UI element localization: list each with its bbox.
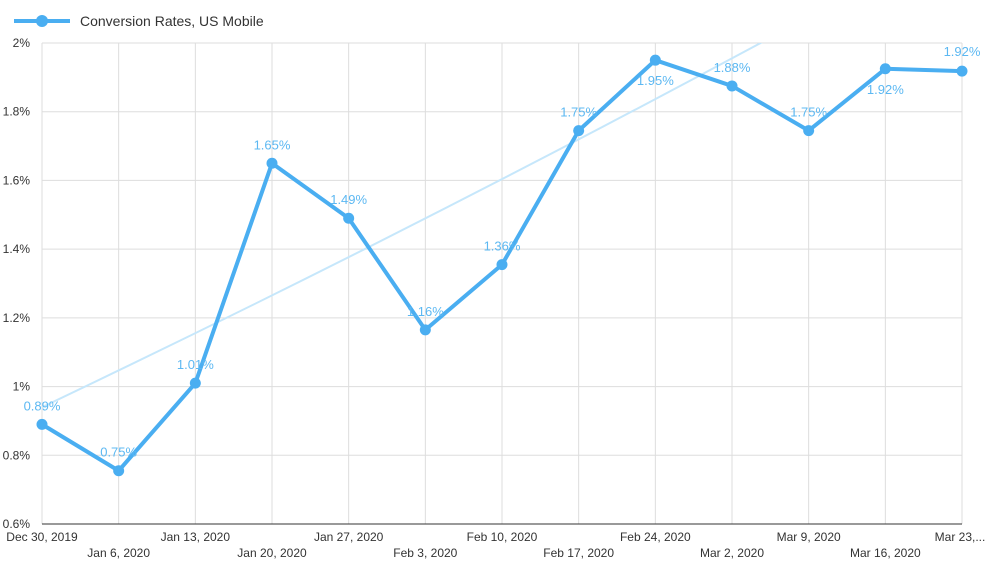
data-point <box>649 54 661 66</box>
data-label: 1.36% <box>484 239 521 254</box>
data-point <box>343 212 355 224</box>
y-tick-label: 0.6% <box>3 517 31 531</box>
data-point <box>113 465 125 477</box>
x-tick-label: Feb 10, 2020 <box>467 530 538 544</box>
x-tick-label: Mar 9, 2020 <box>777 530 841 544</box>
data-label: 1.88% <box>714 60 751 75</box>
x-axis: Dec 30, 2019 Jan 6, 2020 Jan 13, 2020 Jan 2… <box>6 530 985 560</box>
y-tick-label: 1% <box>13 380 31 394</box>
trendline <box>42 43 763 409</box>
data-point <box>803 125 815 137</box>
data-label: 1.92% <box>944 44 981 59</box>
data-label: 1.49% <box>330 192 367 207</box>
x-tick-label: Jan 13, 2020 <box>161 530 231 544</box>
x-tick-label: Jan 6, 2020 <box>87 546 150 560</box>
data-point <box>879 63 891 75</box>
data-point <box>189 377 201 389</box>
x-tick-label: Jan 20, 2020 <box>237 546 307 560</box>
y-axis: 0.6% 0.8% 1% 1.2% 1.4% 1.6% 1.8% 2% <box>3 36 31 531</box>
data-label: 1.75% <box>790 105 827 120</box>
data-point <box>266 157 278 169</box>
legend-label: Conversion Rates, US Mobile <box>80 13 264 29</box>
data-point <box>419 324 431 336</box>
y-tick-label: 1.2% <box>3 311 31 325</box>
data-labels: 0.89% 0.75% 1.01% 1.65% 1.49% 1.16% 1.36% 1.75%… <box>24 44 981 460</box>
x-tick-label: Mar 16, 2020 <box>850 546 921 560</box>
data-label: 1.65% <box>254 137 291 152</box>
grid-lines <box>41 42 963 525</box>
data-point <box>726 80 738 92</box>
data-point <box>496 259 508 271</box>
data-point <box>573 125 585 137</box>
y-tick-label: 0.8% <box>3 448 31 462</box>
y-tick-label: 1.4% <box>3 242 31 256</box>
legend-point-marker <box>36 15 48 27</box>
data-point <box>956 65 968 77</box>
legend[interactable]: Conversion Rates, US Mobile <box>14 13 264 29</box>
x-tick-label: Feb 24, 2020 <box>620 530 691 544</box>
data-label: 1.01% <box>177 357 214 372</box>
x-tick-label: Dec 30, 2019 <box>6 530 78 544</box>
y-tick-label: 2% <box>13 36 31 50</box>
trendline-layer <box>42 43 763 409</box>
data-point <box>36 418 48 430</box>
data-label: 0.89% <box>24 398 61 413</box>
data-label: 0.75% <box>100 445 137 460</box>
data-label: 1.95% <box>637 73 674 88</box>
x-tick-label: Feb 17, 2020 <box>543 546 614 560</box>
data-label: 1.92% <box>867 82 904 97</box>
y-tick-label: 1.8% <box>3 105 31 119</box>
data-label: 1.16% <box>407 304 444 319</box>
x-tick-label: Mar 2, 2020 <box>700 546 764 560</box>
x-tick-label: Mar 23,... <box>935 530 986 544</box>
data-label: 1.75% <box>560 105 597 120</box>
x-tick-label: Feb 3, 2020 <box>393 546 457 560</box>
x-tick-label: Jan 27, 2020 <box>314 530 384 544</box>
y-tick-label: 1.6% <box>3 173 31 187</box>
series-layer <box>36 54 968 477</box>
